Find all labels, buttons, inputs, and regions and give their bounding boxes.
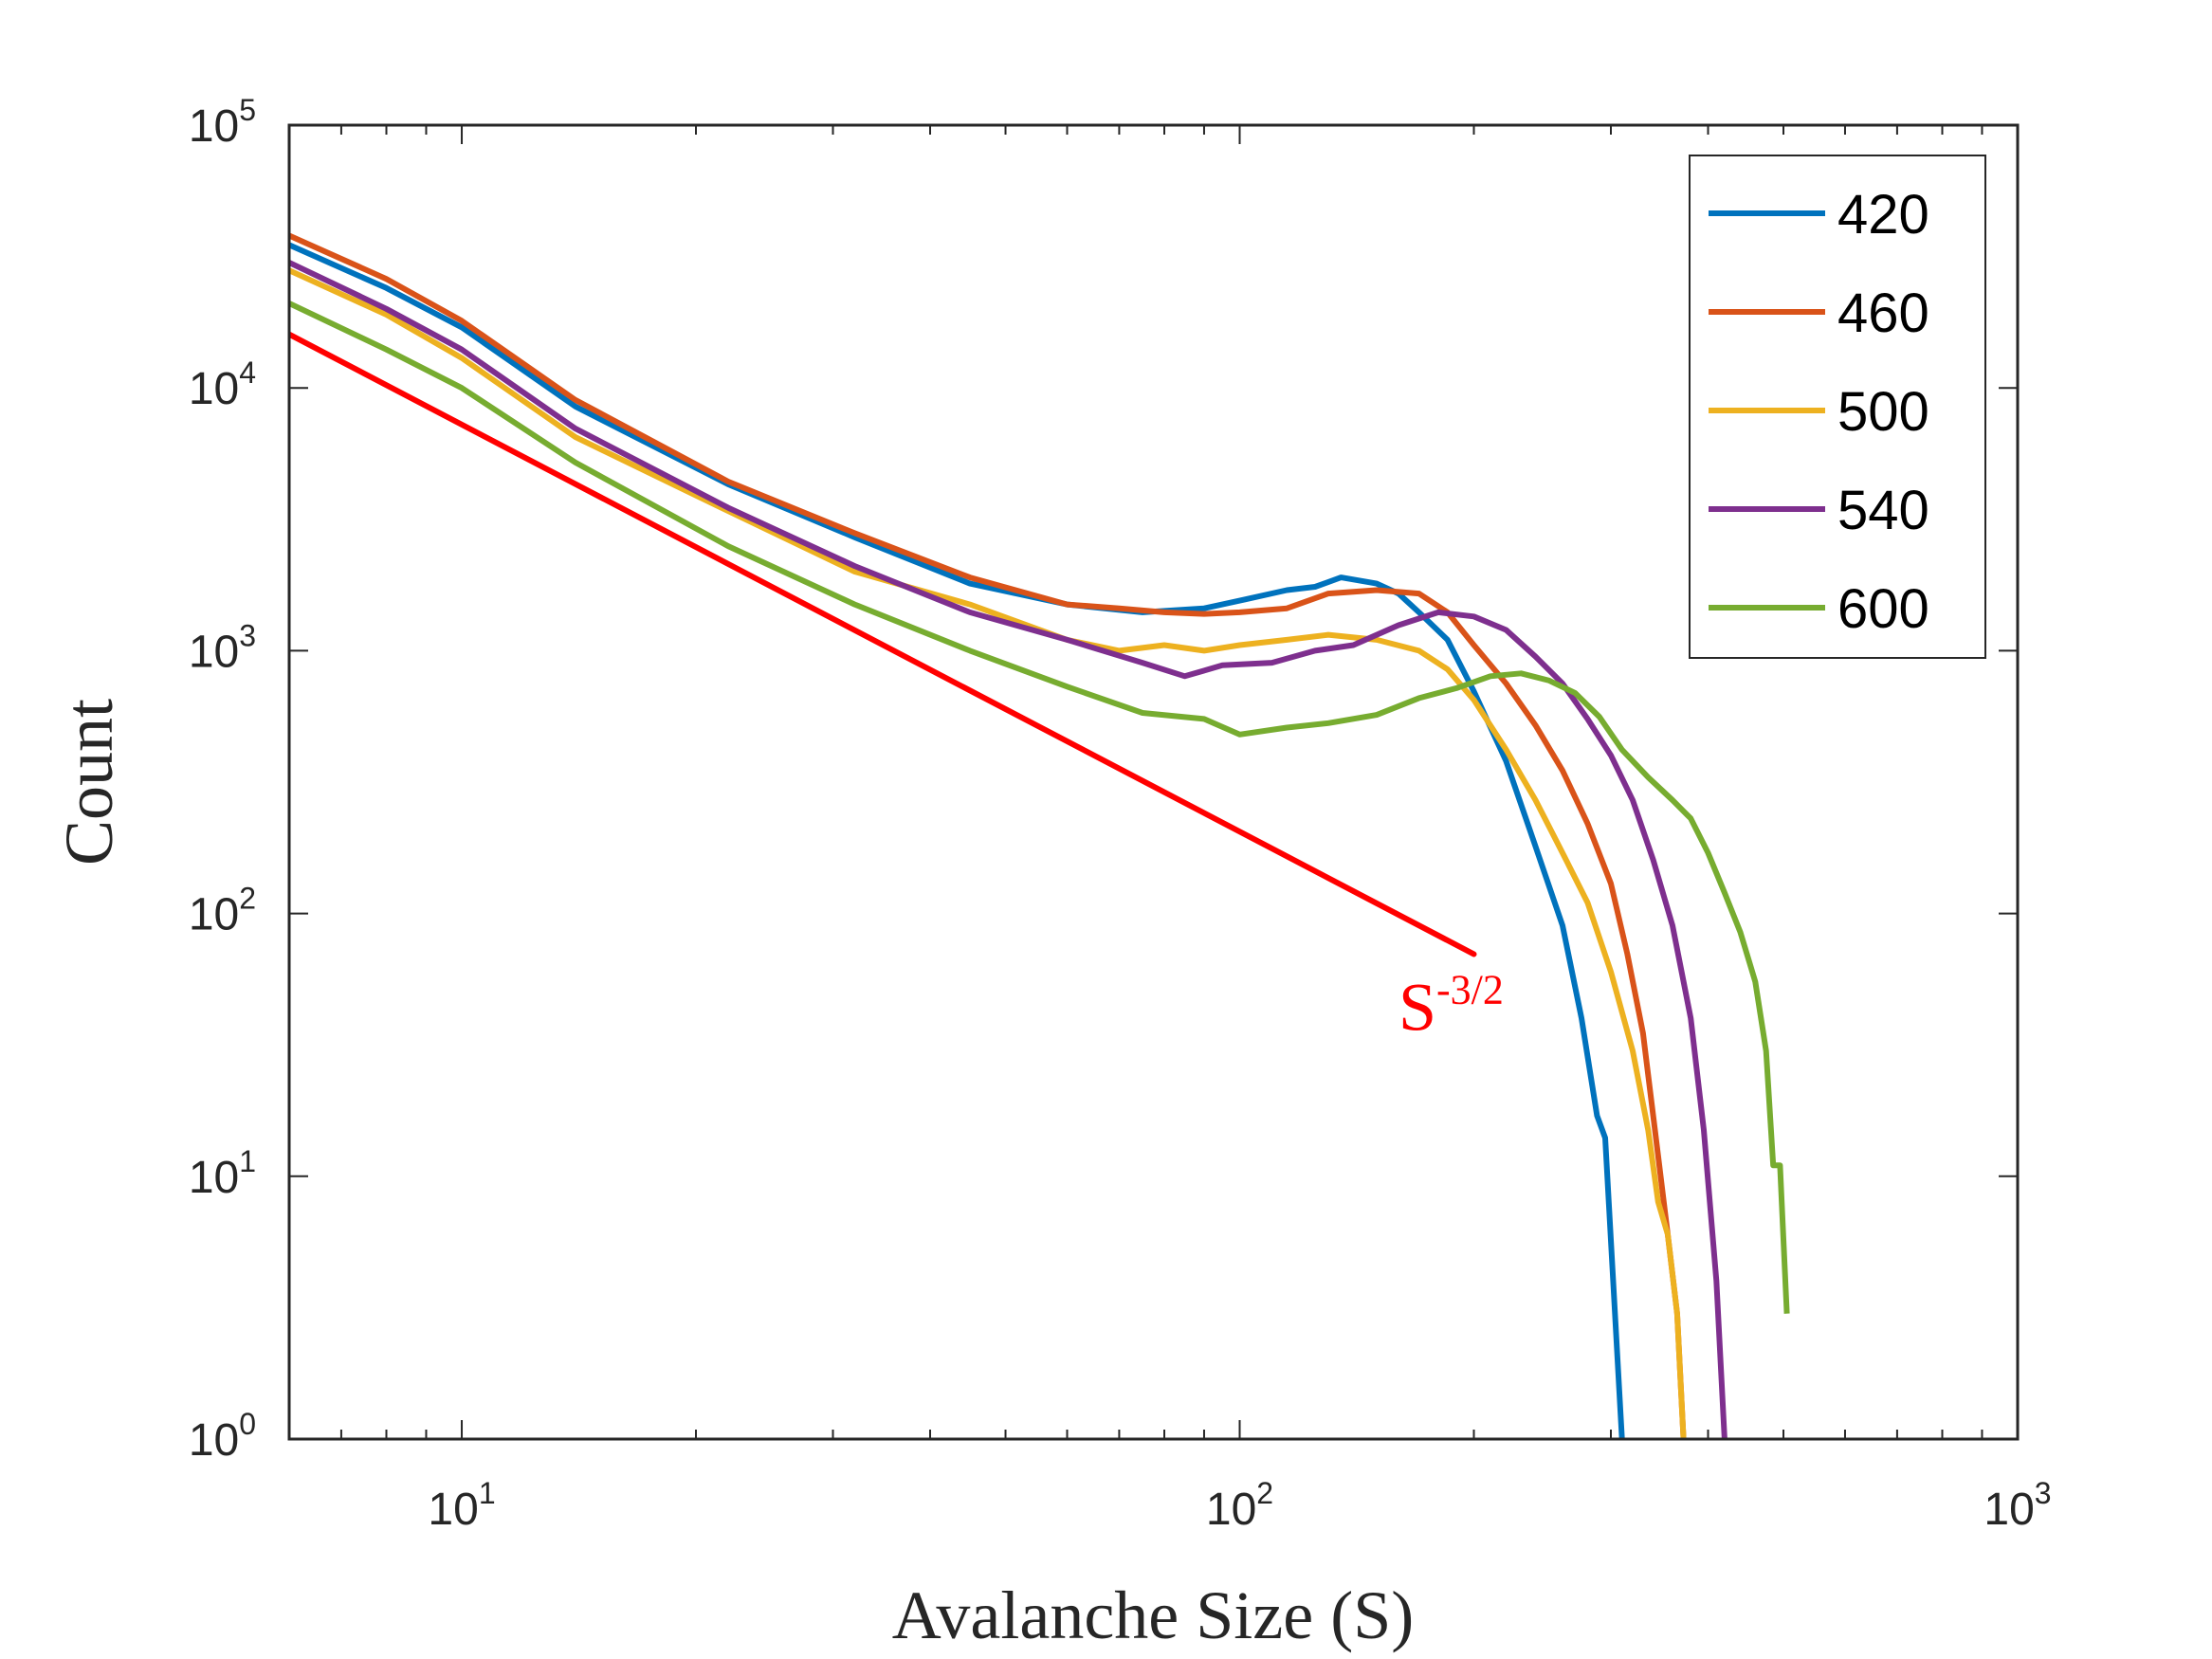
x-tick-label-exponent: 1 bbox=[479, 1476, 496, 1510]
y-tick-label-exponent: 3 bbox=[239, 618, 256, 652]
y-tick-label-base: 10 bbox=[189, 890, 239, 940]
plot-frame bbox=[287, 123, 2020, 1441]
x-tick-label-base: 10 bbox=[1983, 1485, 2034, 1535]
x-tick-label-base: 10 bbox=[1206, 1485, 1256, 1535]
y-tick-label-exponent: 5 bbox=[239, 93, 256, 127]
y-tick-label: 103 bbox=[189, 618, 256, 677]
reference-line-label: S-3/2 bbox=[1398, 967, 1504, 1046]
x-axis-title: Avalanche Size (S) bbox=[892, 1577, 1414, 1653]
legend-label-540: 540 bbox=[1837, 480, 1929, 541]
y-tick-label-exponent: 4 bbox=[239, 356, 256, 390]
legend-label-420: 420 bbox=[1837, 184, 1929, 246]
y-axis-title: Count bbox=[51, 699, 127, 866]
minor-ticks bbox=[288, 125, 1983, 1439]
reference-line-label-base: S bbox=[1398, 970, 1436, 1046]
series-line-540 bbox=[289, 260, 1728, 1439]
y-tick-label-exponent: 0 bbox=[239, 1407, 256, 1441]
reference-line-label-exponent: -3/2 bbox=[1436, 967, 1504, 1013]
series-layer bbox=[289, 232, 1790, 1439]
reference-power-law-line bbox=[289, 331, 1477, 957]
y-tick-label: 105 bbox=[189, 93, 256, 152]
y-tick-label-base: 10 bbox=[189, 101, 239, 152]
legend-box bbox=[1689, 155, 1986, 659]
x-tick-label-exponent: 2 bbox=[1256, 1476, 1273, 1510]
x-tick-label-base: 10 bbox=[428, 1485, 478, 1535]
y-tick-label: 100 bbox=[189, 1407, 256, 1466]
legend-label-500: 500 bbox=[1837, 381, 1929, 443]
y-tick-label-base: 10 bbox=[189, 1153, 239, 1203]
y-tick-label: 101 bbox=[189, 1144, 256, 1203]
y-tick-label: 102 bbox=[189, 882, 256, 940]
legend-label-460: 460 bbox=[1837, 283, 1929, 344]
x-tick-label: 103 bbox=[1983, 1476, 2051, 1535]
series-line-600 bbox=[289, 301, 1790, 1314]
y-tick-label-base: 10 bbox=[189, 364, 239, 414]
y-tick-label-exponent: 1 bbox=[239, 1144, 256, 1178]
y-tick-label-base: 10 bbox=[189, 1415, 239, 1466]
series-line-460 bbox=[289, 232, 1687, 1439]
legend-label-600: 600 bbox=[1837, 578, 1929, 640]
y-tick-label: 104 bbox=[189, 356, 256, 414]
x-tick-label: 102 bbox=[1206, 1476, 1273, 1535]
x-tick-label-exponent: 3 bbox=[2035, 1476, 2052, 1510]
series-line-420 bbox=[289, 242, 1625, 1439]
series-line-500 bbox=[289, 267, 1687, 1439]
legend: 420 460 500 540 600 bbox=[1689, 155, 1986, 659]
y-tick-label-exponent: 2 bbox=[239, 882, 256, 916]
y-tick-label-base: 10 bbox=[189, 627, 239, 677]
x-tick-label: 101 bbox=[428, 1476, 495, 1535]
